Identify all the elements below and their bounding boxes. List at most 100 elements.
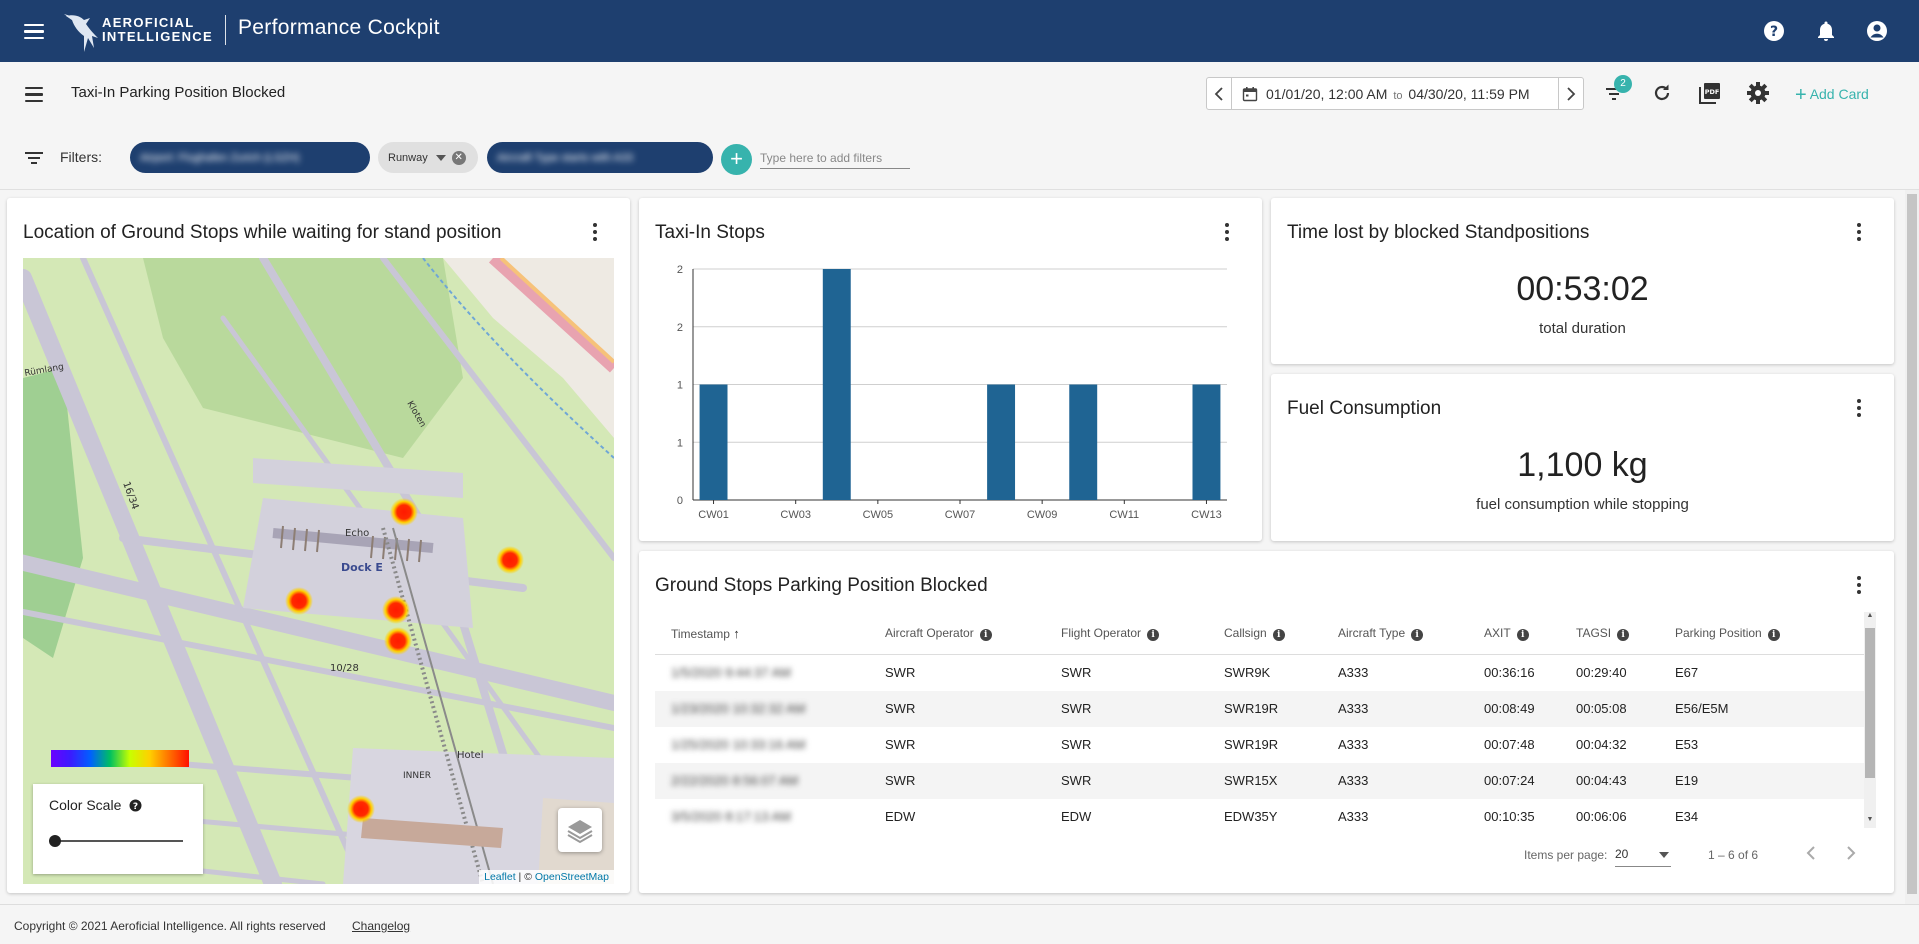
bar-cw01[interactable] — [699, 384, 728, 501]
column-header-parking-position[interactable]: Parking Position i — [1675, 626, 1780, 641]
column-header-aircraft-type[interactable]: Aircraft Type i — [1338, 626, 1424, 641]
column-header-tagsi[interactable]: TAGSI i — [1576, 626, 1630, 641]
help-icon[interactable]: ? — [1762, 19, 1786, 43]
filter-chip-aircraft-type[interactable]: Aircraft Type starts with A33 — [487, 142, 713, 173]
scroll-down-icon[interactable]: ▼ — [1866, 816, 1874, 823]
color-scale-slider-track[interactable] — [53, 840, 183, 842]
map-card-title: Location of Ground Stops while waiting f… — [23, 222, 502, 243]
table-cell: SWR — [885, 665, 916, 680]
table-row[interactable]: 2/22/2020 8:56:07 AM SWR SWR SWR15X A333 00:0… — [655, 763, 1865, 799]
refresh-icon[interactable] — [1649, 80, 1675, 106]
table-cell: A333 — [1338, 701, 1369, 716]
settings-gear-icon[interactable] — [1745, 80, 1771, 106]
map-layers-button[interactable] — [558, 808, 602, 852]
dropdown-arrow-icon — [435, 154, 446, 161]
column-header-timestamp[interactable]: Timestamp ↑ — [671, 626, 740, 641]
help-circle-icon[interactable]: ? — [129, 799, 142, 812]
table-row[interactable]: 1/25/2020 10:33:16 AM SWR SWR SWR19R A333 00:… — [655, 727, 1865, 763]
copyright-text: Copyright © 2021 Aeroficial Intelligence… — [14, 919, 326, 933]
brand-line-1: AEROFICIAL — [102, 15, 195, 30]
column-header-flight-operator[interactable]: Flight Operator i — [1061, 626, 1160, 641]
fuel-value: 1,100 kg — [1517, 446, 1648, 484]
table-row[interactable]: 1/5/2020 9:44:37 AM SWR SWR SWR9K A333 00:36:… — [655, 655, 1865, 691]
map-attribution: Leaflet | © OpenStreetMap — [479, 870, 614, 884]
chevron-left-icon — [1214, 86, 1223, 101]
filter-chip-airport[interactable]: Airport: Flughafen Zurich (LSZH) — [130, 142, 370, 173]
date-range-picker[interactable]: 01/01/20, 12:00 AM to 04/30/20, 11:59 PM — [1206, 77, 1584, 110]
table-cell: 00:29:40 — [1576, 665, 1627, 680]
add-filter-button[interactable]: + — [721, 144, 752, 175]
more-options-icon[interactable] — [1849, 220, 1869, 244]
table-cell: SWR19R — [1224, 701, 1279, 716]
notifications-icon[interactable] — [1814, 19, 1838, 43]
bar-cw08[interactable] — [987, 384, 1016, 501]
table-cell: EDW — [885, 809, 916, 824]
bar-cw13[interactable] — [1192, 384, 1221, 501]
filter-search-input[interactable] — [760, 147, 910, 169]
table-cell: 00:04:32 — [1576, 737, 1627, 752]
more-options-icon[interactable] — [1849, 396, 1869, 420]
table-cell: 2/22/2020 8:56:07 AM — [671, 773, 799, 788]
page-scrollbar[interactable] — [1905, 190, 1919, 904]
items-per-page-label: Items per page: — [1524, 848, 1608, 862]
bar-cw04[interactable] — [822, 269, 851, 500]
items-per-page-select[interactable]: 20 — [1615, 843, 1671, 867]
filter-chip-runway[interactable]: Runway ✕ — [378, 142, 478, 173]
account-icon[interactable] — [1865, 19, 1889, 43]
taxi-in-stops-card: Taxi-In Stops 0 1 1 2 2 CW01 CW03 CW05 CW07 CW09 C… — [639, 198, 1262, 541]
info-icon: i — [1767, 629, 1780, 641]
table-scroll-thumb[interactable] — [1865, 628, 1875, 778]
x-tick-label: CW13 — [1191, 509, 1222, 521]
airport-map[interactable]: Echo Dock E Hotel INNER 10/28 16/34 Rüml… — [23, 258, 614, 884]
info-icon: i — [1516, 629, 1529, 641]
table-row[interactable]: 3/5/2020 8:17:13 AM EDW EDW EDW35Y A333 00:10… — [655, 799, 1865, 835]
table-cell: 1/5/2020 9:44:37 AM — [671, 665, 791, 680]
table-cell: EDW — [1061, 809, 1092, 824]
info-icon: i — [979, 629, 992, 641]
column-header-aircraft-operator[interactable]: Aircraft Operator i — [885, 626, 992, 641]
date-next-button[interactable] — [1558, 78, 1583, 109]
heatmap-points — [285, 498, 524, 823]
sidebar-menu-icon[interactable] — [23, 83, 45, 103]
add-card-button[interactable]: + Add Card — [1795, 84, 1869, 107]
svg-text:Dock E: Dock E — [341, 561, 383, 574]
filters-label: Filters: — [60, 149, 102, 165]
filter-list-icon[interactable] — [1601, 80, 1627, 106]
date-prev-button[interactable] — [1207, 78, 1232, 109]
time-lost-title: Time lost by blocked Standpositions — [1287, 222, 1590, 243]
svg-text:?: ? — [133, 802, 138, 812]
fuel-title: Fuel Consumption — [1287, 398, 1442, 419]
fuel-caption: fuel consumption while stopping — [1476, 496, 1689, 513]
table-cell: SWR19R — [1224, 737, 1279, 752]
page-scroll-thumb[interactable] — [1907, 194, 1917, 894]
table-cell: E56/E5M — [1675, 701, 1729, 716]
sort-ascending-icon: ↑ — [733, 626, 740, 641]
remove-filter-icon[interactable]: ✕ — [451, 150, 466, 165]
previous-page-button[interactable] — [1799, 841, 1823, 865]
table-cell: 00:10:35 — [1484, 809, 1535, 824]
column-header-axit[interactable]: AXIT i — [1484, 626, 1529, 641]
heron-logo-icon — [64, 14, 98, 53]
leaflet-link[interactable]: Leaflet — [484, 871, 516, 883]
calendar-icon — [1242, 86, 1258, 101]
column-header-callsign[interactable]: Callsign i — [1224, 626, 1285, 641]
more-options-icon[interactable] — [585, 220, 605, 244]
pagination-range: 1 – 6 of 6 — [1708, 848, 1759, 862]
bar-cw10[interactable] — [1069, 384, 1098, 501]
scroll-up-icon[interactable]: ▲ — [1866, 612, 1874, 619]
next-page-button[interactable] — [1839, 841, 1863, 865]
table-scrollbar[interactable]: ▲ ▼ — [1864, 612, 1876, 828]
main-menu-icon[interactable] — [22, 20, 46, 42]
openstreetmap-link[interactable]: OpenStreetMap — [534, 871, 609, 883]
pdf-export-icon[interactable]: PDF — [1697, 80, 1723, 106]
table-cell: SWR — [1061, 773, 1092, 788]
svg-text:PDF: PDF — [1705, 88, 1720, 96]
filter-count-badge: 2 — [1614, 75, 1632, 93]
filter-lines-icon[interactable] — [24, 150, 44, 166]
color-scale-slider-knob[interactable] — [49, 835, 61, 847]
more-options-icon[interactable] — [1217, 220, 1237, 244]
changelog-link[interactable]: Changelog — [352, 919, 411, 933]
x-tick-label: CW01 — [698, 509, 729, 521]
table-row[interactable]: 1/23/2020 10:32:32 AM SWR SWR SWR19R A333 00:… — [655, 691, 1865, 727]
more-options-icon[interactable] — [1849, 573, 1869, 597]
